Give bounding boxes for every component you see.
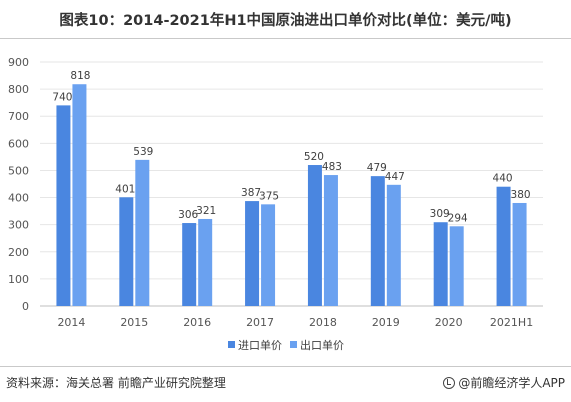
- bar-value-label: 309: [430, 208, 450, 220]
- x-tick-label: 2021H1: [490, 316, 533, 329]
- y-tick-label: 500: [8, 164, 29, 177]
- chart-title: 图表10：2014-2021年H1中国原油进出口单价对比(单位：美元/吨): [59, 13, 512, 29]
- bar-value-label: 375: [259, 190, 279, 202]
- y-tick-label: 400: [8, 192, 29, 205]
- bar-export: [198, 218, 213, 306]
- x-tick-label: 2019: [372, 316, 400, 329]
- bar-export: [135, 159, 150, 306]
- bar-value-label: 321: [196, 205, 216, 217]
- bar-value-label: 401: [115, 183, 135, 195]
- y-tick-label: 700: [8, 110, 29, 123]
- y-tick-label: 600: [8, 137, 29, 150]
- x-tick-label: 2018: [309, 316, 337, 329]
- bar-import: [370, 176, 385, 306]
- brand-logo-icon: [443, 376, 456, 389]
- source-note: 资料来源：海关总署 前瞻产业研究院整理: [6, 376, 226, 390]
- bar-value-label: 479: [367, 162, 387, 174]
- bar-export: [261, 204, 276, 306]
- y-tick-label: 200: [8, 246, 29, 259]
- x-tick-label: 2015: [120, 316, 148, 329]
- bar-value-label: 306: [178, 209, 198, 221]
- x-tick-label: 2017: [246, 316, 274, 329]
- bar-import: [496, 186, 511, 306]
- bar-value-label: 483: [322, 161, 342, 173]
- legend-label: 出口单价: [300, 338, 344, 352]
- bar-value-label: 387: [241, 187, 261, 199]
- bar-import: [182, 223, 197, 306]
- bar-import: [433, 222, 448, 306]
- legend-label: 进口单价: [238, 339, 282, 352]
- bar-export: [449, 226, 464, 306]
- bar-value-label: 818: [70, 70, 90, 82]
- bar-value-label: 294: [448, 212, 468, 224]
- title-divider: [0, 38, 571, 39]
- bar-value-label: 539: [133, 146, 153, 158]
- y-tick-label: 900: [8, 56, 29, 69]
- brand-text: @前瞻经济学人APP: [458, 376, 565, 390]
- x-tick-label: 2020: [435, 316, 463, 329]
- y-tick-label: 0: [22, 300, 29, 313]
- y-tick-label: 100: [8, 273, 29, 286]
- bar-value-label: 380: [511, 189, 531, 201]
- y-tick-label: 800: [8, 83, 29, 96]
- bar-value-label: 447: [385, 171, 405, 183]
- footer-divider: [0, 366, 571, 367]
- bar-export: [72, 84, 87, 306]
- bar-import: [56, 105, 71, 306]
- x-tick-label: 2014: [57, 316, 85, 329]
- bar-export: [386, 184, 401, 306]
- bar-import: [307, 165, 322, 306]
- bar-value-label: 740: [52, 91, 72, 103]
- bar-value-label: 520: [304, 151, 324, 163]
- y-tick-label: 300: [8, 219, 29, 232]
- x-tick-label: 2016: [183, 316, 211, 329]
- bar-value-label: 440: [493, 173, 513, 185]
- brand-credit: @前瞻经济学人APP: [443, 374, 565, 391]
- legend-swatch-import: [228, 341, 235, 348]
- bar-export: [512, 202, 527, 306]
- bar-import: [119, 197, 134, 306]
- bar-export: [323, 175, 338, 306]
- legend-swatch-export: [290, 341, 297, 348]
- bar-import: [245, 201, 260, 306]
